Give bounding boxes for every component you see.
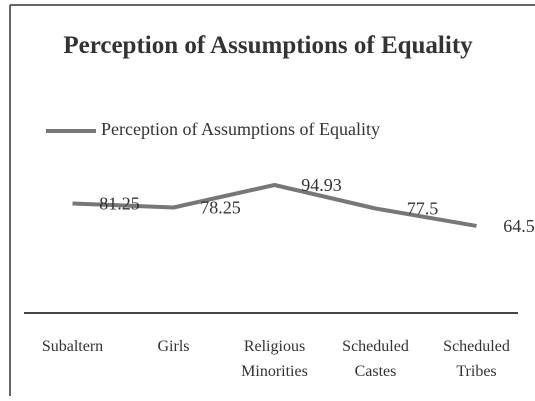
data-label: 77.5 [407, 199, 439, 219]
data-label: 94.93 [301, 175, 342, 195]
x-tick-label: Scheduled Tribes [443, 338, 510, 380]
series-line [72, 183, 477, 228]
x-tick-label: Girls [157, 338, 190, 355]
x-tick-label: Scheduled Castes [342, 338, 409, 380]
data-label: 64.56 [503, 216, 535, 236]
legend-label: Perception of Assumptions of Equality [101, 119, 380, 139]
data-label: 78.25 [200, 198, 241, 218]
data-label: 81.25 [99, 194, 140, 214]
x-tick-label: Religious Minorities [241, 338, 308, 380]
x-tick-label: Subaltern [41, 338, 104, 355]
chart-title: Perception of Assumptions of Equality [63, 32, 473, 59]
